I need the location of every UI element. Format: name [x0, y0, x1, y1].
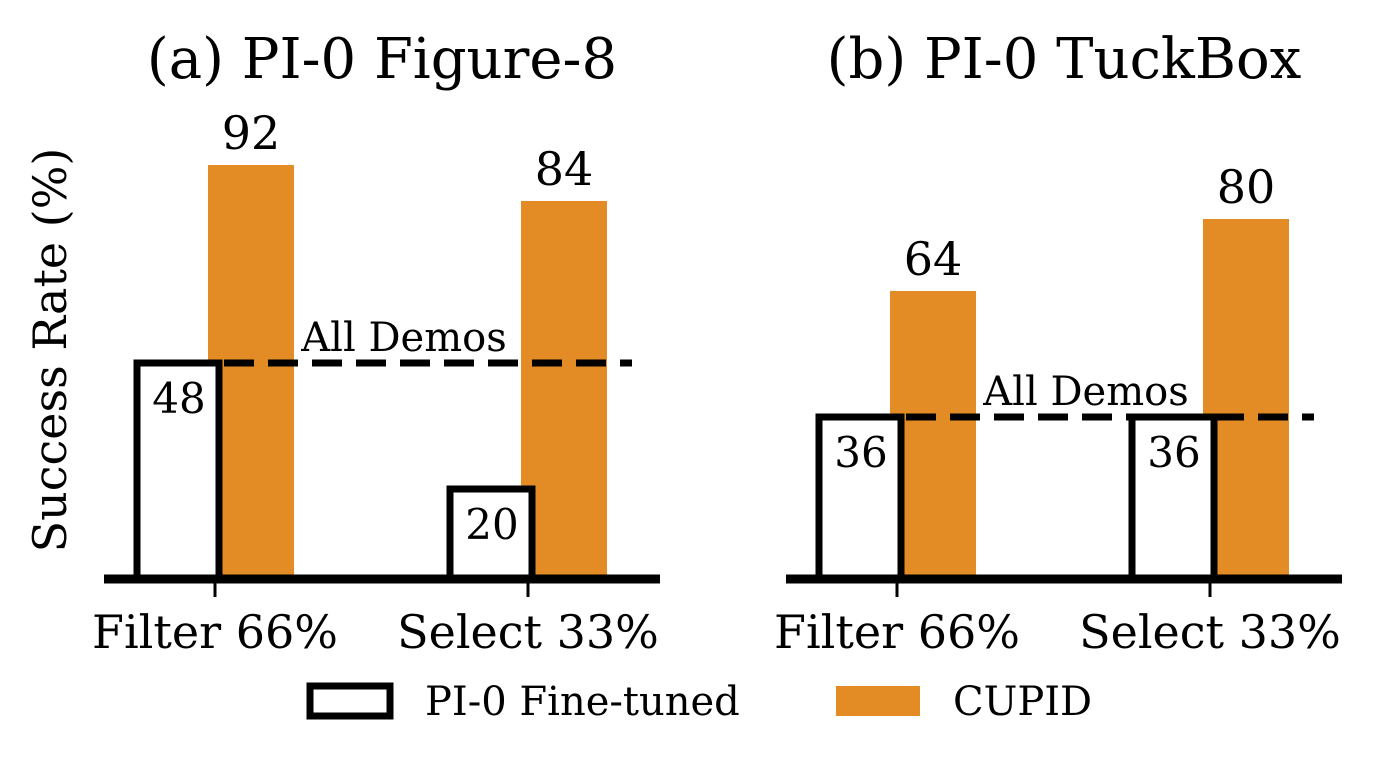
reference-line-label-b: All Demos — [982, 369, 1188, 415]
panel-b: (b) PI-0 TuckBox 64 36 Filter 66% 80 36 Selec… — [774, 27, 1342, 659]
legend: PI-0 Fine-tuned CUPID — [306, 679, 1092, 725]
x-tick-label-b-1: Select 33% — [1079, 605, 1341, 659]
bar-finetuned-b-0 — [815, 413, 905, 583]
value-label-finetuned-a-0: 48 — [152, 374, 205, 423]
panel-a-marks: 92 48 Filter 66% 84 20 Select 33% All Demos — [92, 106, 660, 659]
reference-line-label-a: All Demos — [300, 315, 506, 361]
value-label-finetuned-b-0: 36 — [834, 428, 887, 477]
y-axis-label: Success Rate (%) — [23, 148, 77, 553]
legend-swatch-cupid — [836, 686, 920, 716]
x-tick-label-b-0: Filter 66% — [774, 605, 1020, 659]
legend-swatch-finetuned — [306, 682, 394, 720]
value-label-cupid-a-0: 92 — [222, 106, 281, 160]
bar-finetuned-a-0 — [133, 359, 223, 583]
legend-label-cupid: CUPID — [953, 679, 1092, 725]
x-tick-label-a-1: Select 33% — [397, 605, 659, 659]
legend-label-finetuned: PI-0 Fine-tuned — [425, 679, 740, 725]
panel-a: (a) PI-0 Figure-8 92 48 Filter 66% 84 20 Sele… — [92, 27, 660, 659]
x-tick-label-a-0: Filter 66% — [92, 605, 338, 659]
value-label-finetuned-b-1: 36 — [1147, 428, 1200, 477]
value-label-finetuned-a-1: 20 — [465, 500, 518, 549]
value-label-cupid-b-0: 64 — [904, 232, 963, 286]
panel-b-title: (b) PI-0 TuckBox — [827, 27, 1302, 92]
value-label-cupid-a-1: 84 — [535, 142, 594, 196]
value-label-cupid-b-1: 80 — [1217, 160, 1276, 214]
panel-a-title: (a) PI-0 Figure-8 — [147, 27, 617, 92]
panel-b-marks: 64 36 Filter 66% 80 36 Select 33% All Demos — [774, 160, 1342, 659]
bar-finetuned-a-1 — [446, 485, 536, 583]
